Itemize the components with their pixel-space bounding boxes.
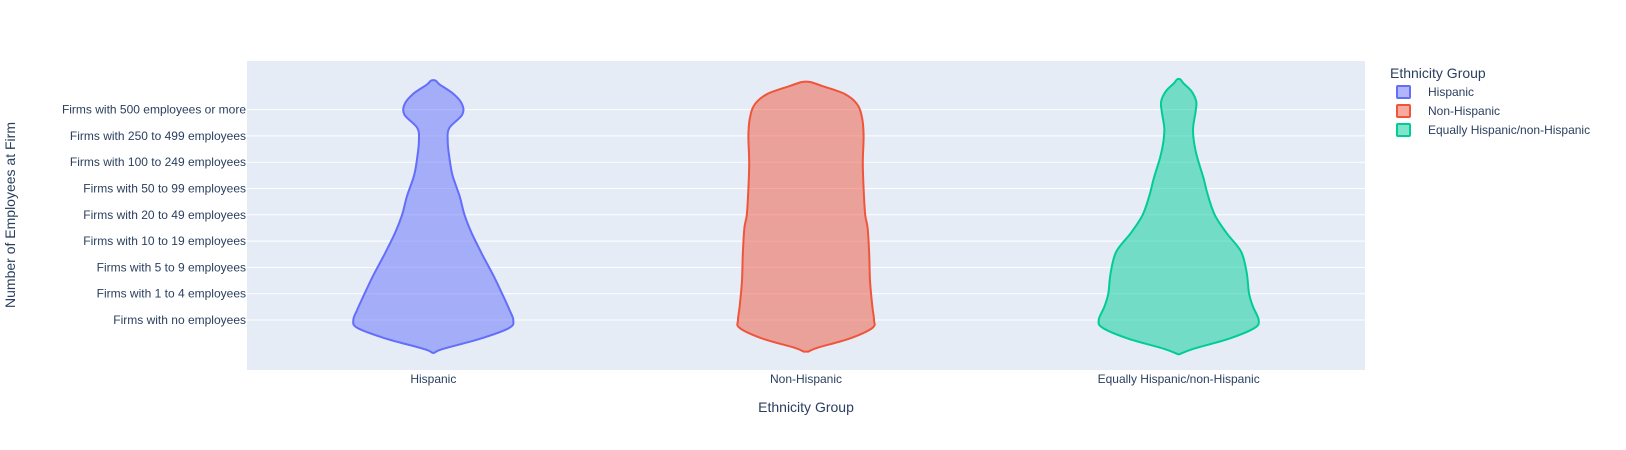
x-tick-label: Equally Hispanic/non-Hispanic <box>1098 372 1260 386</box>
y-tick-label: Firms with 10 to 19 employees <box>83 234 246 248</box>
legend-title: Ethnicity Group <box>1390 65 1486 81</box>
legend: Ethnicity Group Hispanic Non-Hispanic Equa… <box>1390 65 1590 137</box>
y-tick-label: Firms with 20 to 49 employees <box>83 208 246 222</box>
legend-swatch[interactable] <box>1397 124 1410 136</box>
y-tick-label: Firms with 500 employees or more <box>62 103 246 117</box>
legend-items: Hispanic Non-Hispanic Equally Hispanic/non… <box>1397 85 1590 137</box>
legend-label[interactable]: Equally Hispanic/non-Hispanic <box>1428 123 1590 137</box>
y-tick-label: Firms with 1 to 4 employees <box>97 287 246 301</box>
y-axis-ticks: Firms with no employees Firms with 1 to 4… <box>62 103 246 327</box>
x-axis-ticks: Hispanic Non-Hispanic Equally Hispanic/non… <box>410 372 1259 386</box>
legend-swatch[interactable] <box>1397 105 1410 117</box>
y-axis-title: Number of Employees at Firm <box>2 122 18 308</box>
y-tick-label: Firms with 250 to 499 employees <box>70 129 246 143</box>
x-tick-label: Non-Hispanic <box>770 372 842 386</box>
violin-non-hispanic <box>737 81 874 351</box>
y-tick-label: Firms with 100 to 249 employees <box>70 155 246 169</box>
legend-label[interactable]: Non-Hispanic <box>1428 104 1500 118</box>
legend-label[interactable]: Hispanic <box>1428 85 1474 99</box>
x-axis-title: Ethnicity Group <box>758 399 854 415</box>
y-tick-label: Firms with 5 to 9 employees <box>97 260 246 274</box>
y-tick-label: Firms with no employees <box>113 313 246 327</box>
y-tick-label: Firms with 50 to 99 employees <box>83 182 246 196</box>
legend-swatch[interactable] <box>1397 86 1410 98</box>
x-tick-label: Hispanic <box>410 372 456 386</box>
